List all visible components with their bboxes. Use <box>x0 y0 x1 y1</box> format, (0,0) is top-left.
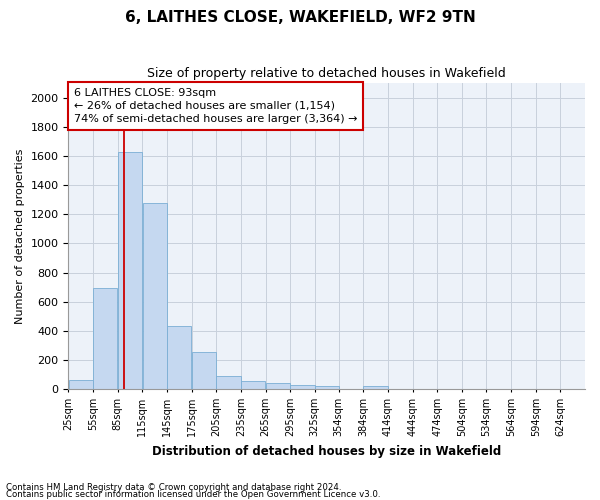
Bar <box>68 380 93 389</box>
Bar <box>217 376 241 389</box>
Text: 6, LAITHES CLOSE, WAKEFIELD, WF2 9TN: 6, LAITHES CLOSE, WAKEFIELD, WF2 9TN <box>125 10 475 25</box>
Title: Size of property relative to detached houses in Wakefield: Size of property relative to detached ho… <box>148 68 506 80</box>
Bar <box>315 386 339 389</box>
Text: 6 LAITHES CLOSE: 93sqm
← 26% of detached houses are smaller (1,154)
74% of semi-: 6 LAITHES CLOSE: 93sqm ← 26% of detached… <box>74 88 357 124</box>
Bar <box>143 204 167 389</box>
Bar <box>290 385 314 389</box>
Y-axis label: Number of detached properties: Number of detached properties <box>15 148 25 324</box>
Bar <box>93 288 118 389</box>
Bar <box>266 384 290 389</box>
Text: Contains public sector information licensed under the Open Government Licence v3: Contains public sector information licen… <box>6 490 380 499</box>
Text: Contains HM Land Registry data © Crown copyright and database right 2024.: Contains HM Land Registry data © Crown c… <box>6 484 341 492</box>
Bar <box>364 386 388 389</box>
Bar <box>241 381 265 389</box>
Bar <box>167 326 191 389</box>
Bar <box>192 352 216 389</box>
X-axis label: Distribution of detached houses by size in Wakefield: Distribution of detached houses by size … <box>152 444 502 458</box>
Bar <box>118 152 142 389</box>
